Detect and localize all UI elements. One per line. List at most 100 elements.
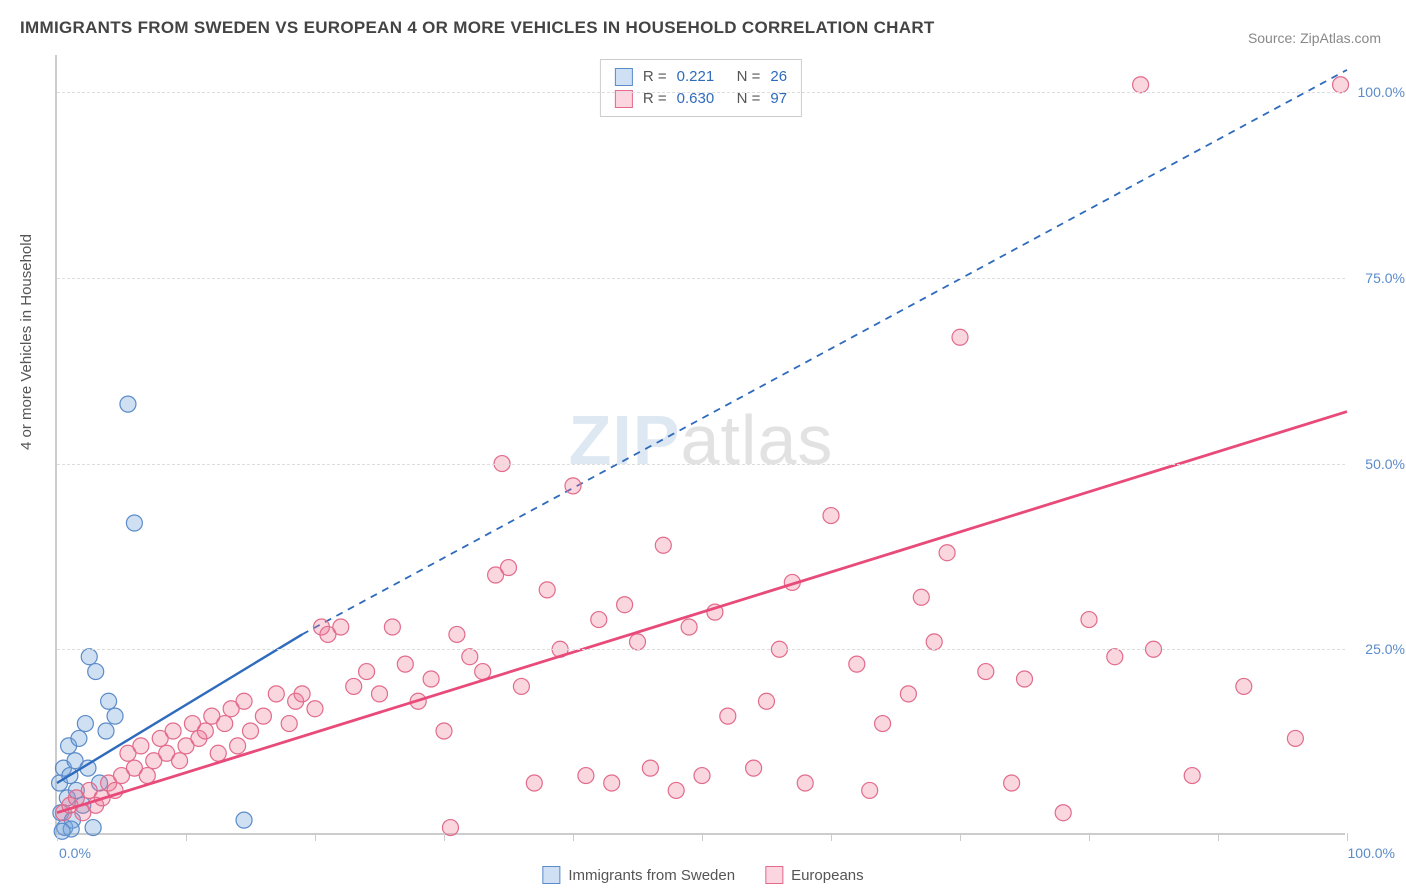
data-point	[978, 664, 994, 680]
data-point	[462, 649, 478, 665]
data-point	[126, 515, 142, 531]
data-point	[926, 634, 942, 650]
legend-item: Europeans	[765, 866, 864, 884]
data-point	[255, 708, 271, 724]
gridline-h	[57, 92, 1345, 93]
data-point	[759, 693, 775, 709]
data-point	[1133, 77, 1149, 93]
x-tick	[702, 833, 703, 841]
data-point	[1184, 768, 1200, 784]
legend-r-value: 0.221	[677, 66, 727, 88]
data-point	[210, 745, 226, 761]
x-tick	[573, 833, 574, 841]
trend-line-extrapolated	[302, 70, 1347, 635]
x-tick	[315, 833, 316, 841]
legend-series-name: Immigrants from Sweden	[568, 867, 735, 884]
gridline-h	[57, 649, 1345, 650]
legend-swatch	[542, 866, 560, 884]
data-point	[281, 716, 297, 732]
data-point	[797, 775, 813, 791]
data-point	[720, 708, 736, 724]
legend-r-label: R =	[643, 66, 667, 88]
data-point	[1055, 805, 1071, 821]
data-point	[133, 738, 149, 754]
data-point	[591, 612, 607, 628]
data-point	[294, 686, 310, 702]
data-point	[139, 768, 155, 784]
data-point	[236, 693, 252, 709]
chart-canvas	[57, 55, 1345, 833]
data-point	[77, 716, 93, 732]
data-point	[862, 782, 878, 798]
data-point	[107, 708, 123, 724]
x-tick	[186, 833, 187, 841]
data-point	[397, 656, 413, 672]
data-point	[681, 619, 697, 635]
data-point	[197, 723, 213, 739]
source-attribution: Source: ZipAtlas.com	[1248, 30, 1381, 46]
data-point	[513, 678, 529, 694]
y-axis-label: 4 or more Vehicles in Household	[18, 234, 35, 450]
chart-title: IMMIGRANTS FROM SWEDEN VS EUROPEAN 4 OR …	[20, 18, 935, 38]
data-point	[1081, 612, 1097, 628]
data-point	[900, 686, 916, 702]
y-tick-label: 100.0%	[1358, 84, 1405, 100]
data-point	[333, 619, 349, 635]
x-tick	[1089, 833, 1090, 841]
y-tick-label: 25.0%	[1365, 641, 1405, 657]
data-point	[617, 597, 633, 613]
plot-area: ZIPatlas R =0.221N =26R =0.630N =97 25.0…	[55, 55, 1345, 835]
data-point	[875, 716, 891, 732]
x-tick	[960, 833, 961, 841]
data-point	[655, 537, 671, 553]
x-tick	[57, 833, 58, 841]
data-point	[268, 686, 284, 702]
x-tick-label-max: 100.0%	[1348, 845, 1395, 861]
data-point	[71, 730, 87, 746]
data-point	[823, 508, 839, 524]
x-tick	[1347, 833, 1348, 841]
data-point	[120, 396, 136, 412]
data-point	[1236, 678, 1252, 694]
legend-swatch	[615, 68, 633, 86]
data-point	[230, 738, 246, 754]
data-point	[604, 775, 620, 791]
data-point	[307, 701, 323, 717]
data-point	[642, 760, 658, 776]
trend-line	[57, 412, 1347, 813]
data-point	[630, 634, 646, 650]
data-point	[1107, 649, 1123, 665]
data-point	[746, 760, 762, 776]
gridline-h	[57, 464, 1345, 465]
x-tick	[1218, 833, 1219, 841]
y-tick-label: 75.0%	[1365, 270, 1405, 286]
data-point	[81, 649, 97, 665]
data-point	[1017, 671, 1033, 687]
data-point	[346, 678, 362, 694]
data-point	[384, 619, 400, 635]
data-point	[565, 478, 581, 494]
data-point	[952, 329, 968, 345]
legend-series-name: Europeans	[791, 867, 864, 884]
data-point	[172, 753, 188, 769]
data-point	[98, 723, 114, 739]
data-point	[243, 723, 259, 739]
data-point	[236, 812, 252, 828]
x-tick	[444, 833, 445, 841]
data-point	[1004, 775, 1020, 791]
data-point	[436, 723, 452, 739]
data-point	[449, 626, 465, 642]
legend-item: Immigrants from Sweden	[542, 866, 735, 884]
data-point	[101, 693, 117, 709]
x-tick	[831, 833, 832, 841]
data-point	[501, 560, 517, 576]
legend-n-label: N =	[737, 66, 761, 88]
y-tick-label: 50.0%	[1365, 456, 1405, 472]
data-point	[939, 545, 955, 561]
data-point	[372, 686, 388, 702]
data-point	[217, 716, 233, 732]
data-point	[85, 820, 101, 836]
legend-row: R =0.221N =26	[615, 66, 787, 88]
data-point	[539, 582, 555, 598]
data-point	[849, 656, 865, 672]
